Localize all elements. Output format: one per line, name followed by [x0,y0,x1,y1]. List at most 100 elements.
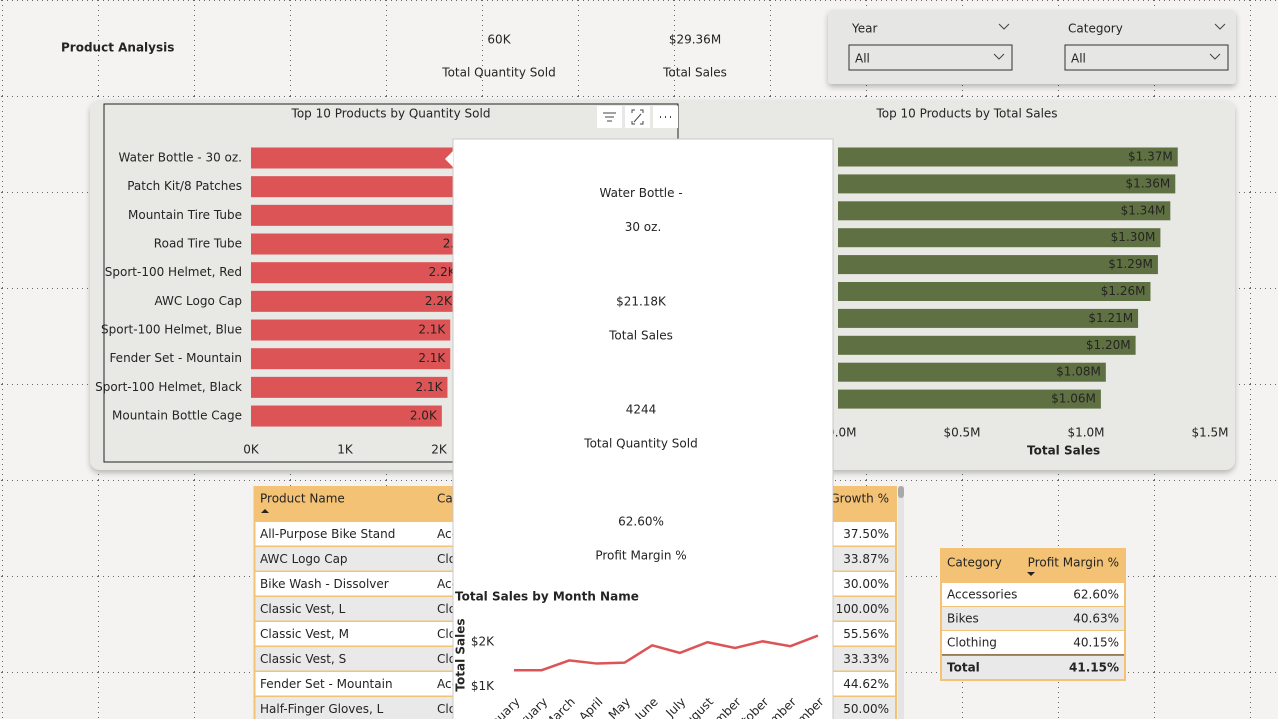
data-label: $1.36M [1126,176,1171,190]
slicer-value: All [855,52,870,66]
data-label: $1.20M [1086,338,1131,352]
cell: 40.63% [1073,612,1119,626]
column-header: Product Name [260,492,345,506]
y-axis-label: Total Sales [454,618,468,691]
bar [251,348,451,370]
cell: 50.00% [843,702,889,716]
bar [251,290,457,312]
data-label: $1.37M [1128,150,1173,164]
category-label: Sport-100 Helmet, Blue [101,323,242,337]
slicer-chevron [998,23,1010,30]
cell: Fender Set - Mountain [260,677,393,691]
tooltip-metric-value: $21.18K [616,295,667,309]
column-header: Category [947,556,1002,570]
tooltip-metric-value: 4244 [626,403,657,417]
data-label: 2.0K [410,409,438,423]
bar [838,255,1158,275]
sort-indicator [261,509,269,513]
bar [838,174,1176,194]
bar [251,319,451,341]
tooltip-card [452,138,834,719]
table-row [941,583,1125,607]
slicer-chevron [1209,53,1221,60]
tooltip-metric-label: Profit Margin % [595,549,686,563]
bar [838,282,1151,301]
table-header [941,549,1125,583]
visual-header-icons [597,106,678,128]
y-tick-label: $2K [471,635,495,649]
cell: Accessories [947,588,1017,602]
x-tick-label: $1.5M [1191,426,1228,440]
tooltip-pointer [445,151,453,167]
data-label: 2.1K [418,323,446,337]
bar [251,233,475,255]
category-label: Patch Kit/8 Patches [127,179,242,193]
bar [838,389,1101,409]
slicer-dropdown[interactable] [1064,44,1229,71]
cell-total: 41.15% [1069,661,1119,675]
tooltip-metric-label: Total Sales [608,329,673,343]
slicer-label: Year [851,22,877,36]
category-label: Fender Set - Mountain [109,351,242,365]
cell: Classic Vest, L [260,602,346,616]
bar [251,376,448,398]
cell: 100.00% [836,602,889,616]
column-header: Profit Margin % [1028,556,1119,570]
cell: 55.56% [843,627,889,641]
x-tick-label: $1.0M [1067,426,1104,440]
x-tick-label: 0K [243,443,260,457]
cell: 44.62% [843,677,889,691]
table-border [940,548,1126,681]
data-label: 2.2K [429,265,457,279]
bar [838,335,1136,355]
x-axis-label: Total Sales [1027,444,1100,458]
bar [838,201,1171,221]
category-label: Mountain Bottle Cage [112,409,242,423]
data-label: $1.29M [1108,257,1153,271]
cell: 40.15% [1073,636,1119,650]
chart-title: Total Sales by Month Name [455,590,639,604]
data-label: $1.08M [1056,365,1101,379]
data-label: 2.2K [425,294,453,308]
bar [838,308,1139,328]
cell: 33.33% [843,652,889,666]
kpi-value: 60K [487,33,511,47]
bar [838,362,1106,382]
bar [838,147,1178,167]
cell-total: Total [947,661,980,675]
data-label: $1.34M [1121,203,1166,217]
focus-icon[interactable] [625,106,650,128]
cell: AWC Logo Cap [260,552,348,566]
scrollbar-thumb[interactable] [898,486,904,498]
cell: 37.50% [843,527,889,541]
data-label: 2.1K [416,380,444,394]
slicer-chevron [1214,23,1226,30]
kpi-label: Total Quantity Sold [441,66,555,80]
cell: Clothing [947,636,997,650]
cell: 30.00% [843,577,889,591]
cell: Bikes [947,612,979,626]
data-label: 2.1K [418,351,446,365]
cell: Half-Finger Gloves, L [260,702,384,716]
chart-title: Top 10 Products by Quantity Sold [291,107,491,121]
cell: All-Purpose Bike Stand [260,527,395,541]
kpi-label: Total Sales [662,66,727,80]
data-label: $1.26M [1101,284,1146,298]
tooltip-metric-value: 62.60% [618,515,664,529]
scrollbar[interactable] [898,486,904,719]
tooltip-title: Water Bottle - 30 oz. [600,186,687,234]
x-tick-label: 2K [431,443,448,457]
cell: Classic Vest, M [260,627,349,641]
column-header: Growth % [830,492,889,506]
slicer-chevron [993,53,1005,60]
table-row [941,607,1125,631]
data-label: $1.30M [1111,230,1156,244]
table-row [941,631,1125,655]
category-label: Sport-100 Helmet, Black [95,380,242,394]
line-series [514,634,819,672]
sort-indicator [1027,572,1035,576]
bar [838,228,1161,248]
slicer-dropdown[interactable] [848,44,1013,71]
